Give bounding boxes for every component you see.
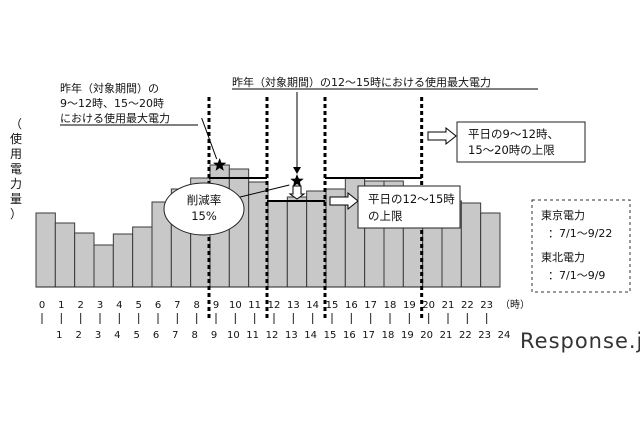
reduction-rate-ellipse <box>163 182 245 236</box>
x-tick-labels: 0112233445566778899101011111212131314141… <box>39 300 511 341</box>
x-tick-start-13: 13 <box>287 300 300 311</box>
x-tick-end-14: 14 <box>304 330 317 341</box>
bar-12 <box>267 200 288 288</box>
x-tick-start-19: 19 <box>403 300 416 311</box>
x-tick-start-1: 1 <box>58 300 64 311</box>
pointer-top-head <box>293 167 301 174</box>
x-tick-start-11: 11 <box>248 300 261 311</box>
annotation-last-year-peak-12-15: 昨年（対象期間）の12～15時における使用最大電力 <box>232 75 491 89</box>
x-tick-start-21: 21 <box>442 300 455 311</box>
x-tick-end-8: 8 <box>191 330 197 341</box>
legend-tohoku-name: 東北電力 <box>541 251 585 264</box>
x-tick-end-3: 3 <box>95 330 101 341</box>
x-tick-start-17: 17 <box>364 300 377 311</box>
bar-23 <box>480 212 501 288</box>
x-tick-end-9: 9 <box>211 330 217 341</box>
x-tick-start-4: 4 <box>116 300 122 311</box>
x-tick-end-21: 21 <box>440 330 453 341</box>
x-tick-start-18: 18 <box>384 300 397 311</box>
x-tick-end-2: 2 <box>75 330 81 341</box>
limit-9-12-15-20-box <box>456 121 586 163</box>
x-tick-start-9: 9 <box>213 300 219 311</box>
x-tick-end-12: 12 <box>266 330 279 341</box>
x-tick-start-23: 23 <box>480 300 493 311</box>
bar-0 <box>35 212 56 288</box>
x-tick-end-18: 18 <box>382 330 395 341</box>
x-tick-end-20: 20 <box>420 330 433 341</box>
x-tick-end-10: 10 <box>227 330 240 341</box>
bar-1 <box>54 222 76 288</box>
x-tick-end-13: 13 <box>285 330 298 341</box>
x-tick-start-7: 7 <box>174 300 180 311</box>
x-tick-end-19: 19 <box>401 330 414 341</box>
peak-star-9-12-15-20 <box>213 158 227 171</box>
x-tick-start-16: 16 <box>345 300 358 311</box>
bar-5 <box>132 226 153 288</box>
x-tick-start-10: 10 <box>229 300 242 311</box>
x-tick-end-6: 6 <box>153 330 159 341</box>
x-tick-start-0: 0 <box>39 300 45 311</box>
reduction-rate-label: 削減率 15% <box>187 193 222 223</box>
legend-tepco-name: 東京電力 <box>541 208 585 222</box>
x-axis-unit-label: （時） <box>500 299 530 311</box>
x-tick-start-2: 2 <box>77 300 83 311</box>
limit-12-15-box <box>357 185 461 229</box>
peak-star-12-15 <box>290 174 304 187</box>
x-tick-end-23: 23 <box>478 330 491 341</box>
x-tick-end-7: 7 <box>172 330 178 341</box>
x-tick-start-22: 22 <box>461 300 474 311</box>
bar-14 <box>306 190 327 288</box>
x-tick-start-14: 14 <box>306 300 319 311</box>
bar-4 <box>112 233 134 288</box>
response-watermark: Response.jp <box>520 329 640 353</box>
x-tick-end-11: 11 <box>246 330 259 341</box>
x-tick-end-16: 16 <box>343 330 356 341</box>
x-tick-start-20: 20 <box>422 300 435 311</box>
x-tick-end-24: 24 <box>498 330 511 341</box>
x-tick-start-15: 15 <box>326 300 339 311</box>
limit-9-12-15-20-label: 平日の9～12時、 15～20時の上限 <box>468 127 559 157</box>
legend-tepco-period: ：7/1～9/22 <box>548 227 612 240</box>
x-tick-start-5: 5 <box>135 300 141 311</box>
annotation-overlays <box>60 88 538 318</box>
bar-3 <box>93 244 114 288</box>
pointer-left-annotation <box>201 117 218 160</box>
legend-tohoku-period: ：7/1～9/9 <box>548 269 605 282</box>
y-axis-label: （使用電力量） <box>10 117 22 221</box>
annotation-last-year-peak-9-12-15-20: 昨年（対象期間）の 9～12時、15～20時における使用最大電力 <box>60 81 170 125</box>
pointer-reduction <box>231 184 290 200</box>
x-tick-end-17: 17 <box>362 330 375 341</box>
x-tick-end-4: 4 <box>114 330 120 341</box>
limit-12-15-label: 平日の12～15時の上限 <box>368 192 455 223</box>
x-tick-start-8: 8 <box>193 300 199 311</box>
legend-box <box>531 199 631 293</box>
bar-13 <box>286 196 308 288</box>
bar-2 <box>74 232 95 288</box>
x-tick-start-12: 12 <box>268 300 281 311</box>
x-tick-end-15: 15 <box>324 330 337 341</box>
x-tick-end-1: 1 <box>56 330 62 341</box>
arrow-to-limit-12-15 <box>329 191 359 211</box>
x-tick-end-5: 5 <box>133 330 139 341</box>
reduction-arrow-12-15 <box>288 185 306 200</box>
arrow-to-limit-9-12-15-20 <box>427 126 457 146</box>
bar-22 <box>460 202 482 288</box>
bar-11 <box>248 181 269 288</box>
x-tick-start-3: 3 <box>97 300 103 311</box>
x-tick-end-22: 22 <box>459 330 472 341</box>
x-tick-start-6: 6 <box>155 300 161 311</box>
